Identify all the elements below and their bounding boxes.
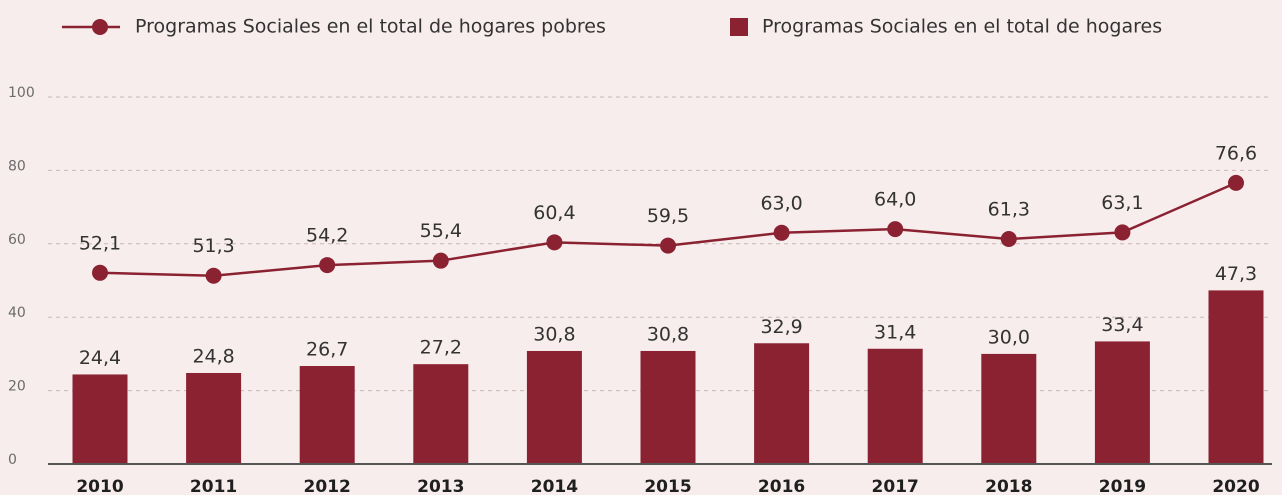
data-label: 51,3 bbox=[192, 235, 234, 257]
line-marker bbox=[1114, 224, 1131, 241]
data-label: 60,4 bbox=[533, 202, 575, 224]
data-label: 64,0 bbox=[874, 189, 916, 211]
line-marker bbox=[205, 267, 222, 284]
x-tick-label: 2018 bbox=[985, 477, 1032, 495]
bar bbox=[299, 366, 355, 464]
legend-marker bbox=[92, 19, 108, 35]
data-label: 26,7 bbox=[306, 339, 348, 361]
x-tick-label: 2015 bbox=[644, 477, 691, 495]
bar bbox=[754, 343, 810, 464]
data-label: 52,1 bbox=[79, 232, 121, 254]
data-label: 55,4 bbox=[420, 220, 462, 242]
data-label: 27,2 bbox=[420, 337, 462, 359]
data-label: 63,0 bbox=[760, 192, 802, 214]
line-marker bbox=[1228, 174, 1244, 191]
bar bbox=[1208, 290, 1264, 464]
x-tick-label: 2011 bbox=[190, 477, 237, 495]
data-label: 30,8 bbox=[647, 323, 689, 345]
line-marker bbox=[546, 234, 563, 251]
data-label: 30,8 bbox=[533, 323, 575, 345]
y-tick-label: 60 bbox=[8, 232, 26, 248]
bar bbox=[526, 350, 582, 464]
x-tick-label: 2019 bbox=[1099, 477, 1146, 495]
bar bbox=[186, 372, 242, 464]
line-marker bbox=[660, 237, 676, 254]
x-tick-label: 2013 bbox=[417, 477, 464, 495]
data-label: 24,8 bbox=[192, 345, 234, 367]
x-tick-label: 2014 bbox=[531, 477, 578, 495]
data-label: 54,2 bbox=[306, 225, 348, 247]
legend-label: Programas Sociales en el total de hogare… bbox=[762, 16, 1162, 38]
data-label: 24,4 bbox=[79, 347, 121, 369]
y-tick-label: 20 bbox=[8, 379, 26, 395]
bar bbox=[1094, 341, 1150, 464]
legend-label: Programas Sociales en el total de hogare… bbox=[135, 16, 606, 38]
line-marker bbox=[432, 252, 449, 269]
data-label: 61,3 bbox=[988, 199, 1030, 221]
bar bbox=[867, 348, 923, 464]
y-tick-label: 40 bbox=[8, 305, 26, 321]
data-label: 31,4 bbox=[874, 321, 916, 343]
bar bbox=[413, 364, 469, 464]
line-marker bbox=[1000, 231, 1017, 248]
line-marker bbox=[773, 224, 790, 241]
x-tick-label: 2017 bbox=[872, 477, 919, 495]
bar bbox=[72, 374, 128, 464]
legend-marker bbox=[730, 18, 748, 36]
y-tick-label: 100 bbox=[8, 85, 35, 101]
bar bbox=[640, 350, 696, 464]
x-tick-label: 2010 bbox=[76, 477, 123, 495]
data-label: 63,1 bbox=[1101, 192, 1143, 214]
data-label: 32,9 bbox=[760, 316, 802, 338]
line-marker bbox=[319, 257, 336, 274]
x-tick-label: 2016 bbox=[758, 477, 805, 495]
y-tick-label: 0 bbox=[8, 452, 17, 468]
line-marker bbox=[92, 264, 108, 281]
data-label: 33,4 bbox=[1101, 314, 1143, 336]
x-tick-label: 2012 bbox=[304, 477, 351, 495]
line-marker bbox=[887, 221, 904, 238]
data-label: 47,3 bbox=[1215, 263, 1257, 285]
x-tick-label: 2020 bbox=[1212, 477, 1259, 495]
data-label: 76,6 bbox=[1215, 142, 1257, 164]
bar bbox=[981, 353, 1037, 464]
line bbox=[99, 181, 1237, 277]
data-label: 59,5 bbox=[647, 205, 689, 227]
y-tick-label: 80 bbox=[8, 158, 26, 174]
data-label: 30,0 bbox=[988, 326, 1030, 348]
